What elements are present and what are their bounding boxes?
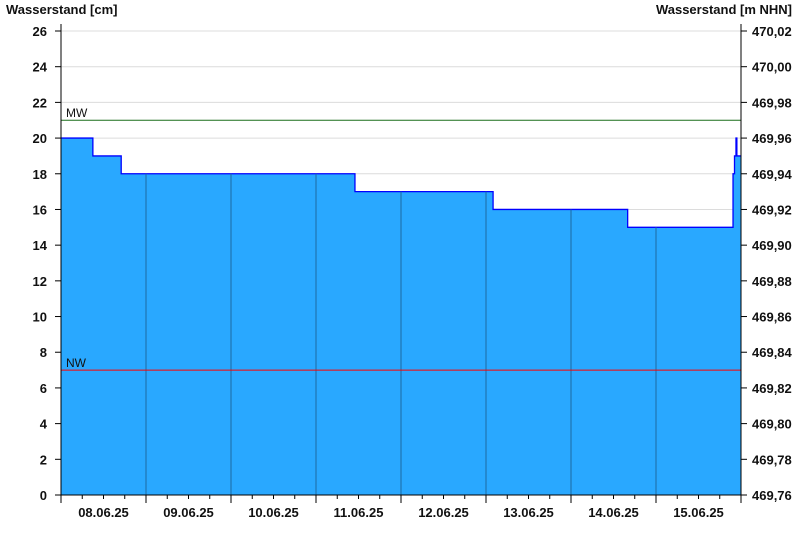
x-tick-label: 09.06.25 xyxy=(163,505,214,520)
y-tick-label-right: 470,02 xyxy=(752,24,792,39)
y-tick-label-right: 469,92 xyxy=(752,202,792,217)
y-tick-label-left: 20 xyxy=(33,131,47,146)
y-tick-label-right: 469,84 xyxy=(752,345,793,360)
y-tick-label-left: 8 xyxy=(40,345,47,360)
x-tick-label: 11.06.25 xyxy=(334,505,384,520)
y-tick-label-right: 469,86 xyxy=(752,310,792,325)
x-tick-label: 14.06.25 xyxy=(588,505,639,520)
y-tick-label-right: 469,88 xyxy=(752,274,792,289)
x-tick-label: 12.06.25 xyxy=(418,505,469,520)
y-tick-label-right: 469,90 xyxy=(752,238,792,253)
y-axis-label-right: Wasserstand [m NHN] xyxy=(656,2,792,17)
y-tick-label-right: 469,96 xyxy=(752,131,792,146)
y-tick-label-left: 2 xyxy=(40,452,47,467)
x-tick-label: 13.06.25 xyxy=(503,505,554,520)
y-tick-label-left: 18 xyxy=(33,167,47,182)
y-tick-label-left: 0 xyxy=(40,488,47,503)
reference-label-nw: NW xyxy=(66,356,87,370)
y-tick-label-left: 12 xyxy=(33,274,47,289)
x-tick-label: 08.06.25 xyxy=(78,505,129,520)
y-tick-label-left: 6 xyxy=(40,381,47,396)
y-tick-label-left: 22 xyxy=(33,95,47,110)
x-tick-label: 15.06.25 xyxy=(673,505,724,520)
y-tick-label-left: 14 xyxy=(33,238,48,253)
y-tick-label-left: 16 xyxy=(33,202,47,217)
y-tick-label-right: 469,98 xyxy=(752,95,792,110)
y-tick-label-right: 469,78 xyxy=(752,452,792,467)
y-tick-label-left: 24 xyxy=(33,60,48,75)
y-tick-label-left: 10 xyxy=(33,310,47,325)
y-tick-label-left: 4 xyxy=(40,417,48,432)
y-tick-label-right: 469,82 xyxy=(752,381,792,396)
y-tick-label-right: 470,00 xyxy=(752,60,792,75)
y-tick-label-right: 469,80 xyxy=(752,417,792,432)
y-tick-label-right: 469,76 xyxy=(752,488,792,503)
water-level-line xyxy=(61,137,741,228)
y-tick-label-left: 26 xyxy=(33,24,47,39)
x-tick-label: 10.06.25 xyxy=(248,505,299,520)
y-axis-label-left: Wasserstand [cm] xyxy=(6,2,118,17)
reference-label-mw: MW xyxy=(66,106,88,120)
y-tick-label-right: 469,94 xyxy=(752,167,793,182)
